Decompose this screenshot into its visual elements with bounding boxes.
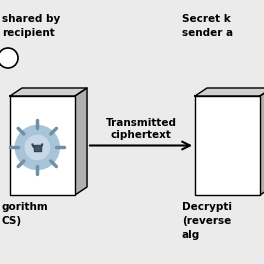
Text: shared by: shared by	[2, 14, 60, 24]
Text: sender a: sender a	[182, 28, 233, 38]
Polygon shape	[10, 88, 87, 96]
Circle shape	[15, 125, 59, 169]
Circle shape	[0, 48, 18, 68]
Bar	[10, 96, 75, 195]
Text: (reverse: (reverse	[182, 216, 231, 226]
Text: recipient: recipient	[2, 28, 55, 38]
Circle shape	[25, 135, 49, 159]
Text: Transmitted: Transmitted	[106, 117, 177, 128]
Text: Secret k: Secret k	[182, 14, 231, 24]
Text: gorithm: gorithm	[2, 202, 49, 212]
Polygon shape	[195, 88, 264, 96]
Bar	[34, 145, 41, 151]
Text: Decrypti: Decrypti	[182, 202, 232, 212]
Text: ciphertext: ciphertext	[111, 130, 171, 139]
Bar	[195, 96, 260, 195]
Text: CS): CS)	[2, 216, 22, 226]
Polygon shape	[260, 88, 264, 195]
Polygon shape	[75, 88, 87, 195]
Text: alg: alg	[182, 230, 200, 240]
